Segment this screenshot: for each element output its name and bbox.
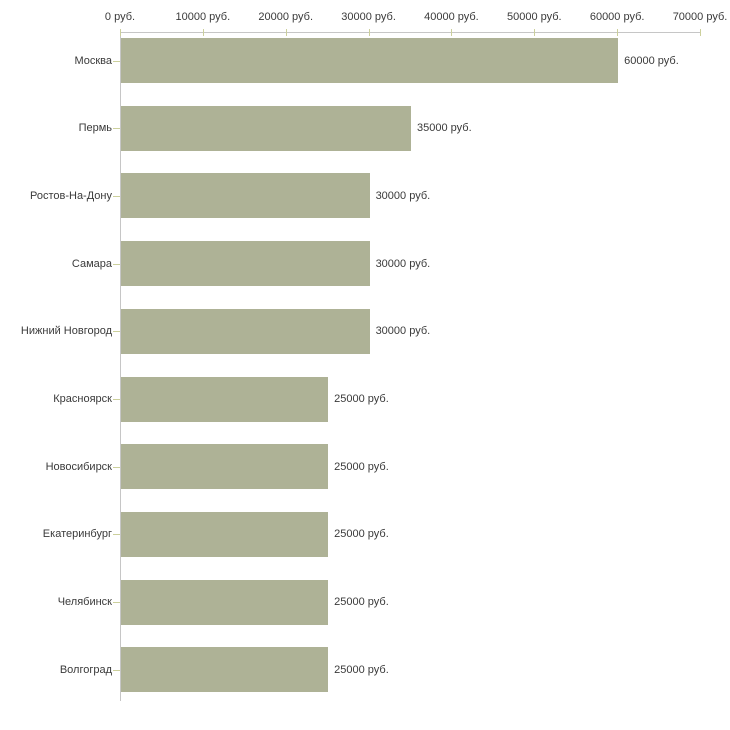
x-tick-mark	[285, 29, 287, 36]
category-label: Москва	[74, 54, 112, 67]
x-tick-label: 20000 руб.	[258, 11, 314, 23]
x-tick-mark	[120, 29, 121, 36]
category-label: Самара	[71, 257, 112, 270]
x-tick-mark	[451, 29, 453, 36]
x-tick-label: 60000 руб.	[589, 11, 645, 23]
x-tick-mark	[202, 29, 204, 36]
bar-7	[121, 444, 329, 490]
x-tick-label: 50000 руб.	[506, 11, 562, 23]
x-axis-line	[120, 32, 701, 33]
x-tick-mark	[617, 29, 619, 36]
y-tick-mark	[113, 195, 120, 197]
value-label: 25000 руб.	[334, 460, 389, 473]
value-label: 25000 руб.	[334, 393, 389, 405]
x-tick-label: 0 руб.	[104, 11, 136, 23]
y-axis-line	[120, 32, 121, 701]
bar-8	[121, 511, 329, 557]
bar-4	[121, 241, 370, 287]
value-label: 60000 руб.	[624, 54, 679, 67]
value-label: 35000 руб.	[417, 122, 472, 135]
x-tick-mark	[700, 29, 701, 36]
y-tick-mark	[113, 128, 120, 130]
bar-9	[121, 579, 329, 625]
y-tick-mark	[113, 466, 120, 468]
y-tick-mark	[113, 331, 120, 333]
bar-1	[121, 38, 619, 83]
y-tick-mark	[113, 60, 120, 62]
category-label: Челябинск	[57, 596, 112, 609]
bar-10	[121, 647, 329, 693]
bar-6	[121, 376, 329, 422]
value-label: 25000 руб.	[334, 528, 389, 541]
bar-5	[121, 308, 370, 354]
value-label: 30000 руб.	[375, 257, 431, 270]
category-label: Пермь	[78, 122, 112, 135]
value-label: 25000 руб.	[334, 663, 389, 676]
value-label: 25000 руб.	[334, 596, 389, 609]
x-tick-label: 30000 руб.	[341, 11, 396, 23]
bar-2	[121, 105, 411, 151]
category-label: Волгоград	[59, 663, 112, 676]
value-label: 30000 руб.	[375, 325, 431, 338]
category-label: Екатеринбург	[42, 528, 112, 541]
y-tick-mark	[113, 602, 120, 604]
bar-3	[121, 173, 370, 219]
x-tick-label: 40000 руб.	[424, 11, 479, 23]
x-tick-label: 70000 руб.	[672, 11, 728, 23]
y-tick-mark	[113, 669, 120, 671]
category-label: Ростов-На-Дону	[29, 189, 112, 202]
y-tick-mark	[113, 399, 120, 400]
x-tick-mark	[534, 29, 536, 36]
category-label: Красноярск	[53, 393, 112, 405]
y-tick-mark	[113, 534, 120, 536]
category-label: Нижний Новгород	[20, 325, 112, 338]
x-tick-label: 10000 руб.	[175, 11, 231, 23]
value-label: 30000 руб.	[375, 189, 431, 202]
category-label: Новосибирск	[45, 460, 112, 473]
x-tick-mark	[368, 29, 370, 36]
y-tick-mark	[113, 263, 120, 265]
